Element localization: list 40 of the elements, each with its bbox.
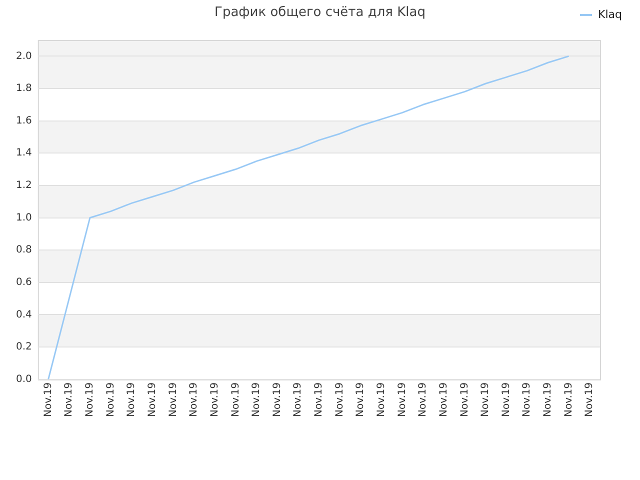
x-tick-label: Nov.19 [209,382,220,418]
x-tick-label: Nov.19 [355,382,366,418]
x-tick-label: Nov.19 [584,382,596,418]
y-tick-label: 2.0 [16,50,32,62]
x-tick-label: Nov.19 [84,382,96,418]
x-tick-label: Nov.19 [522,382,533,418]
x-tick-label: Nov.19 [251,382,262,418]
x-tick-label: Nov.19 [105,382,116,418]
x-tick-label: Nov.19 [334,382,346,418]
y-tick-label: 0.8 [16,244,32,256]
y-tick-label: 1.6 [16,115,32,126]
x-tick-label: Nov.19 [563,382,574,418]
x-tick-label: Nov.19 [272,382,283,418]
y-tick-label: 0.4 [16,309,32,320]
x-tick-label: Nov.19 [418,382,429,418]
x-tick-label: Nov.19 [168,382,179,418]
x-tick-label: Nov.19 [314,382,325,418]
x-tick-label: Nov.19 [480,382,492,418]
y-tick-label: 0.2 [16,342,32,353]
y-tick-label: 1.8 [16,83,32,94]
x-tick-label: Nov.19 [438,382,450,418]
x-tick-label: Nov.19 [396,382,408,418]
y-tick-label: 0.0 [16,374,32,385]
x-tick-label: Nov.19 [230,382,242,418]
x-tick-label: Nov.19 [64,382,75,418]
y-tick-label: 0.6 [16,276,32,288]
x-tick-label: Nov.19 [459,382,470,418]
x-tick-label: Nov.19 [126,382,138,418]
y-tick-label: 1.4 [16,148,32,159]
x-tick-label: Nov.19 [542,382,554,418]
chart-title: График общего счёта для Klaq [214,5,426,20]
x-tick-label: Nov.19 [292,382,304,418]
legend-label: Klaq [597,8,622,21]
x-tick-label: Nov.19 [500,382,512,418]
x-tick-label: Nov.19 [188,382,200,418]
x-tick-label: Nov.19 [147,382,158,418]
y-tick-label: 1.2 [16,180,32,192]
y-tick-label: 1.0 [16,212,32,224]
x-tick-label: Nov.19 [376,382,387,418]
x-tick-label: Nov.19 [42,382,54,418]
